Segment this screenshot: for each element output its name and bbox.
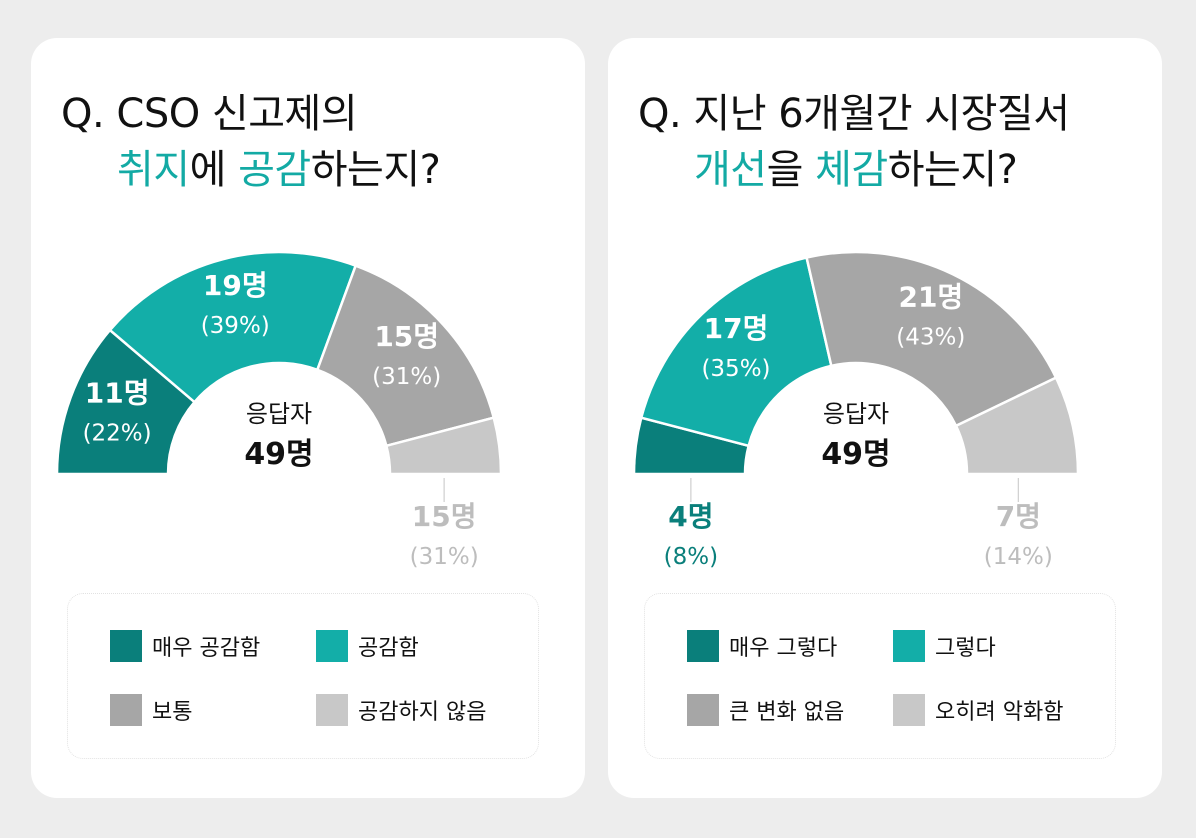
- chart-card-cso: Q. CSO 신고제의 취지에 공감하는지? 11명 (22%) 19명 (39%) 1…: [31, 38, 585, 798]
- legend-item: 그렇다: [893, 630, 996, 662]
- legend-item: 공감함: [316, 630, 419, 662]
- title-seg: 개선: [694, 147, 767, 193]
- slice-count-label: 21명: [898, 281, 963, 314]
- center-label: 응답자: [823, 400, 889, 428]
- legend-swatch: [110, 630, 142, 662]
- title-seg: 체감: [815, 147, 888, 193]
- slice-pct-label: (22%): [83, 420, 152, 446]
- legend-swatch: [687, 694, 719, 726]
- legend-swatch: [316, 694, 348, 726]
- slice-pct-label: (31%): [372, 364, 441, 390]
- slice-3: [384, 416, 503, 476]
- slice-count-label: 7명: [996, 500, 1041, 533]
- legend-label: 공감하지 않음: [358, 700, 487, 725]
- title-line2: 취지에 공감하는지?: [61, 142, 441, 198]
- title-line2: 개선을 체감하는지?: [638, 142, 1070, 198]
- legend-item: 보통: [110, 694, 192, 726]
- slice-count-label: 4명: [668, 500, 713, 533]
- legend-item: 큰 변화 없음: [687, 694, 844, 726]
- title-line1: Q. 지난 6개월간 시장질서: [638, 91, 1070, 137]
- chart-title: Q. 지난 6개월간 시장질서 개선을 체감하는지?: [638, 86, 1070, 198]
- center-value: 49명: [821, 437, 890, 472]
- center-label: 응답자: [246, 400, 312, 428]
- legend-label: 보통: [152, 700, 193, 725]
- legend-label: 그렇다: [935, 636, 996, 661]
- legend-item: 오히려 악화함: [893, 694, 1063, 726]
- slice-1: [639, 256, 833, 448]
- chart-card-market: Q. 지난 6개월간 시장질서 개선을 체감하는지? 4명 (8%) 17명 (35%…: [608, 38, 1162, 798]
- slice-1: [108, 250, 358, 404]
- legend-label: 매우 공감함: [152, 636, 261, 661]
- legend: 매우 그렇다 그렇다 큰 변화 없음 오히려 악화함: [644, 593, 1116, 759]
- slice-2: [805, 250, 1058, 428]
- slice-count-label: 17명: [704, 312, 769, 345]
- slice-2: [315, 264, 496, 448]
- slice-pct-label: (35%): [701, 356, 770, 382]
- slice-count-label: 19명: [203, 269, 268, 302]
- title-seg: 공감: [238, 147, 311, 193]
- legend-label: 매우 그렇다: [729, 636, 838, 661]
- title-line1: Q. CSO 신고제의: [61, 91, 358, 137]
- slice-count-label: 11명: [85, 376, 150, 409]
- title-seg: 취지: [117, 147, 190, 193]
- slice-pct-label: (14%): [984, 544, 1053, 570]
- legend-label: 공감함: [358, 636, 419, 661]
- title-seg: 하는지?: [310, 147, 441, 193]
- half-donut-chart: 4명 (8%) 17명 (35%) 21명 (43%) 7명 (14%) 응답자 49명: [632, 250, 1080, 570]
- slice-pct-label: (43%): [896, 325, 965, 351]
- slice-pct-label: (39%): [201, 313, 270, 339]
- title-seg: 을: [766, 147, 816, 193]
- legend-label: 오히려 악화함: [935, 700, 1064, 725]
- legend-swatch: [893, 694, 925, 726]
- chart-title: Q. CSO 신고제의 취지에 공감하는지?: [61, 86, 441, 198]
- legend-swatch: [110, 694, 142, 726]
- slice-pct-label: (31%): [410, 544, 479, 570]
- half-donut-chart: 11명 (22%) 19명 (39%) 15명 (31%) 15명 (31%) 응답자 49명: [55, 250, 503, 570]
- legend-swatch: [316, 630, 348, 662]
- legend: 매우 공감함 공감함 보통 공감하지 않음: [67, 593, 539, 759]
- title-seg: 에: [189, 147, 239, 193]
- legend-item: 매우 그렇다: [687, 630, 837, 662]
- legend-swatch: [893, 630, 925, 662]
- slice-count-label: 15명: [412, 500, 477, 533]
- slice-3: [954, 376, 1080, 476]
- slice-pct-label: (8%): [664, 544, 718, 570]
- legend-item: 매우 공감함: [110, 630, 260, 662]
- legend-swatch: [687, 630, 719, 662]
- title-seg: 하는지?: [887, 147, 1018, 193]
- center-value: 49명: [244, 437, 313, 472]
- slice-count-label: 15명: [374, 320, 439, 353]
- legend-item: 공감하지 않음: [316, 694, 486, 726]
- legend-label: 큰 변화 없음: [729, 700, 845, 725]
